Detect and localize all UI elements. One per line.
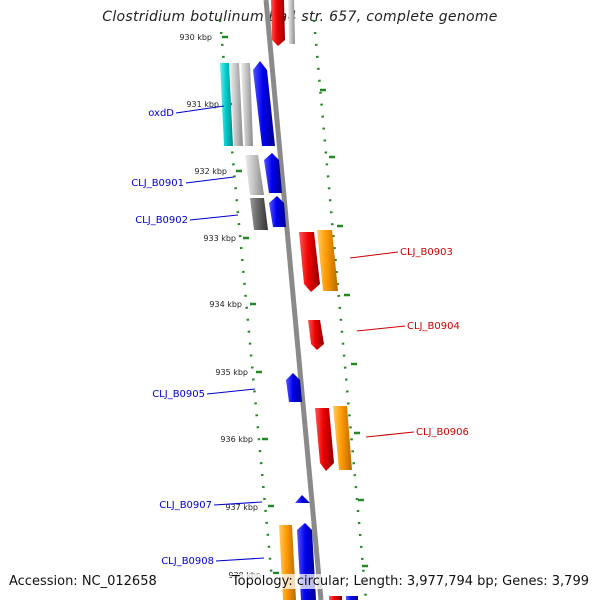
leader-line <box>365 431 415 438</box>
gene-label-clj-b0901[interactable]: CLJ_B0901 <box>131 178 184 189</box>
gene-feature[interactable] <box>245 155 264 195</box>
leader-line <box>349 251 399 259</box>
map-title: Clostridium botulinum Ba4 str. 657, comp… <box>102 9 498 25</box>
gene-feature[interactable] <box>288 0 295 44</box>
gene-label-leaders <box>175 105 415 562</box>
accession-label: Accession: NC_012658 <box>9 574 157 589</box>
gene-label-oxdd[interactable]: oxdD <box>148 108 174 119</box>
gene-label-clj-b0907[interactable]: CLJ_B0907 <box>159 500 212 511</box>
tick-label: 934 kbp <box>209 300 242 309</box>
gene-feature[interactable] <box>317 230 338 291</box>
gene-feature[interactable] <box>271 0 285 46</box>
genome-backbone <box>263 0 324 600</box>
gene-label-clj-b0908[interactable]: CLJ_B0908 <box>161 556 214 567</box>
tick-label: 930 kbp <box>179 33 212 42</box>
leader-line <box>185 176 235 184</box>
gene-feature[interactable] <box>241 63 253 146</box>
gene-feature[interactable] <box>269 196 286 227</box>
leader-line <box>175 105 225 114</box>
gene-feature[interactable] <box>315 408 334 471</box>
tick-label: 932 kbp <box>194 167 227 176</box>
gene-label-clj-b0906[interactable]: CLJ_B0906 <box>416 427 469 438</box>
tick-label: 933 kbp <box>203 234 236 243</box>
gene-feature[interactable] <box>346 596 358 600</box>
outer-dotted-track <box>218 19 274 581</box>
tick-label: 937 kbp <box>225 503 258 512</box>
leader-line <box>215 557 265 562</box>
gene-label-clj-b0905[interactable]: CLJ_B0905 <box>152 389 205 400</box>
gene-labels: oxdD CLJ_B0901 CLJ_B0902 CLJ_B0903 CLJ_B… <box>131 108 469 567</box>
inner-dotted-track <box>312 19 368 600</box>
gene-feature[interactable] <box>264 153 282 193</box>
gene-feature[interactable] <box>299 232 320 292</box>
leader-line <box>356 325 406 332</box>
gene-feature[interactable] <box>333 406 352 470</box>
leader-line <box>189 214 239 221</box>
gene-feature[interactable] <box>253 61 275 146</box>
tick-marks <box>222 35 368 575</box>
topology-label: Topology: circular; Length: 3,977,794 bp… <box>231 574 589 589</box>
leader-line <box>206 388 256 395</box>
gene-feature[interactable] <box>295 495 310 503</box>
gene-feature[interactable] <box>250 198 268 230</box>
gene-feature[interactable] <box>220 63 233 146</box>
gene-feature[interactable] <box>329 596 342 600</box>
gene-label-clj-b0903[interactable]: CLJ_B0903 <box>400 247 453 258</box>
leader-line <box>213 501 263 506</box>
gene-feature[interactable] <box>286 373 302 402</box>
tick-label: 935 kbp <box>215 368 248 377</box>
tick-label: 936 kbp <box>220 435 253 444</box>
gene-label-clj-b0902[interactable]: CLJ_B0902 <box>135 215 188 226</box>
gene-feature[interactable] <box>308 320 324 350</box>
tick-label: 931 kbp <box>186 100 219 109</box>
gene-label-clj-b0904[interactable]: CLJ_B0904 <box>407 321 460 332</box>
gene-feature[interactable] <box>230 63 243 146</box>
